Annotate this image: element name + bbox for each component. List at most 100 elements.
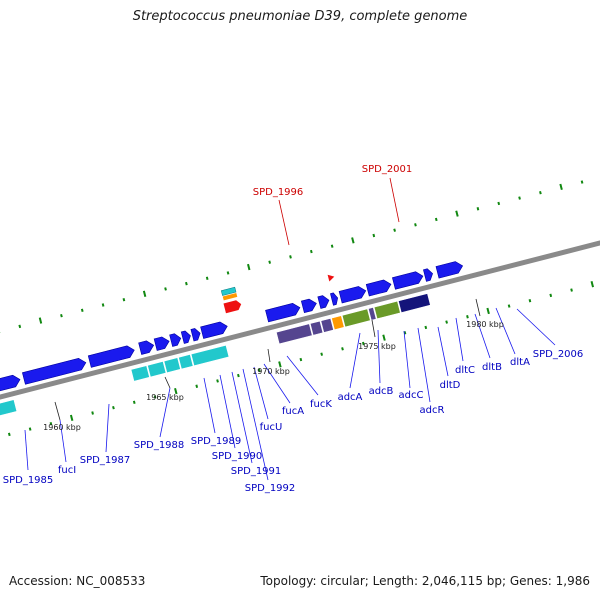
cds-box <box>373 300 401 320</box>
tick-dot <box>590 281 594 288</box>
gene-label[interactable]: dltB <box>482 362 502 373</box>
gene-arrow <box>190 328 201 342</box>
tick-dot <box>351 237 355 244</box>
tick-dot <box>372 233 376 238</box>
tick-dot <box>580 180 584 184</box>
gene-arrow <box>0 374 21 396</box>
tick-dot <box>424 325 428 330</box>
gene-label[interactable]: SPD_1988 <box>134 440 185 451</box>
tick-dot <box>80 308 84 313</box>
tick-dot <box>195 384 199 388</box>
tick-dot <box>216 379 219 383</box>
gene-labels: SPD_1985 fucI SPD_1987 SPD_1988 SPD_1989… <box>3 349 584 494</box>
gene-label[interactable]: SPD_1987 <box>80 455 131 466</box>
tick-dot <box>122 297 126 302</box>
tick-dot <box>142 290 147 297</box>
outer-tick-row <box>0 180 584 334</box>
gene-label[interactable]: fucI <box>58 465 76 476</box>
tick-dot <box>330 244 334 248</box>
gene-label[interactable]: SPD_1990 <box>212 451 263 462</box>
tick-dot <box>69 414 74 422</box>
gene-arrow <box>87 345 135 368</box>
cds-track <box>0 293 431 421</box>
gene-label[interactable]: dltA <box>510 357 530 368</box>
tick-dot <box>49 421 53 426</box>
highlight-gene-label[interactable]: SPD_1996 <box>253 187 304 198</box>
gene-label[interactable]: adcB <box>369 386 394 397</box>
gene-arrow <box>392 271 424 290</box>
tick-dot <box>309 249 313 254</box>
gene-arrow <box>330 292 339 306</box>
tick-dot <box>486 307 490 315</box>
gene-arrow <box>435 261 464 279</box>
cds-box <box>309 320 324 336</box>
tick-dot <box>91 411 94 415</box>
gene-arrow <box>180 330 191 344</box>
gene-label[interactable]: fucU <box>260 422 283 433</box>
tick-dot <box>455 210 459 217</box>
genome-title: Streptococcus pneumoniae D39, complete g… <box>132 9 468 24</box>
tick-dot <box>382 334 386 341</box>
tick-dot <box>341 347 344 351</box>
tick-dot <box>112 405 115 410</box>
cds-box <box>130 365 150 382</box>
tick-dot <box>278 361 282 368</box>
cds-box <box>178 354 194 370</box>
tick-dot <box>414 223 417 227</box>
gene-label[interactable]: dltC <box>455 365 475 376</box>
gene-label[interactable]: SPD_2006 <box>533 349 584 360</box>
gene-label[interactable]: adcR <box>420 405 445 416</box>
cds-box <box>320 317 334 333</box>
highlight-leader-lines <box>278 177 400 246</box>
accession-text: Accession: NC_008533 <box>9 574 146 588</box>
kbp-label: 1960 kbp <box>43 423 81 432</box>
tick-dot <box>289 255 292 259</box>
kbp-label: 1975 kbp <box>358 342 396 351</box>
label-leader-lines <box>24 307 556 481</box>
cds-box <box>147 361 167 378</box>
tick-dot <box>226 271 230 275</box>
forward-gene-track <box>0 261 464 396</box>
tick-dot <box>518 196 521 200</box>
spd-1996-feature[interactable] <box>220 286 242 314</box>
tick-dot <box>237 373 240 378</box>
gene-label[interactable]: adcC <box>399 390 424 401</box>
tick-dot <box>174 387 178 395</box>
tick-dot <box>101 303 105 307</box>
tick-dot <box>539 191 542 195</box>
gene-label[interactable]: adcA <box>338 392 363 403</box>
gene-label[interactable]: fucK <box>310 399 332 410</box>
tick-dot <box>257 368 261 372</box>
tick-dot <box>164 287 167 291</box>
gene-label[interactable]: SPD_1985 <box>3 475 54 486</box>
tick-dot <box>476 207 480 211</box>
gene-label[interactable]: SPD_1989 <box>191 436 242 447</box>
gene-arrow <box>365 279 392 297</box>
gene-arrow <box>22 357 87 385</box>
highlight-gene-label[interactable]: SPD_2001 <box>362 164 413 175</box>
tick-dot <box>393 228 396 232</box>
cds-box <box>190 344 230 367</box>
gene-label[interactable]: SPD_1991 <box>231 466 282 477</box>
cds-box <box>163 357 181 374</box>
gene-label[interactable]: fucA <box>282 406 304 417</box>
kbp-label: 1965 kbp <box>146 393 184 402</box>
gene-arrow <box>423 268 433 282</box>
tick-dot <box>434 217 438 222</box>
tick-dot <box>18 324 22 329</box>
tick-dot <box>38 317 43 324</box>
cds-box <box>341 308 371 328</box>
gene-arrow <box>317 295 330 309</box>
tick-dot <box>361 341 365 346</box>
gene-label[interactable]: SPD_1992 <box>245 483 296 494</box>
tick-dot <box>466 315 469 319</box>
gene-arrow <box>169 333 182 347</box>
cds-box <box>0 399 18 421</box>
gene-label[interactable]: dltD <box>440 380 461 391</box>
tick-dot <box>299 357 303 362</box>
spd-2001-marker[interactable] <box>327 273 336 282</box>
tick-dot <box>60 313 63 318</box>
tick-dot <box>268 260 272 264</box>
